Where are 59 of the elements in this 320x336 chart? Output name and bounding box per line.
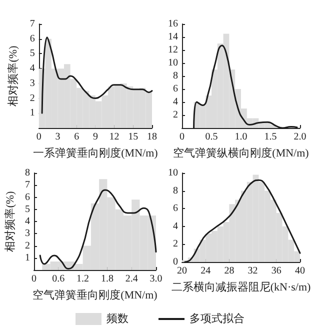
y-axis-title: 相对频率(%) <box>4 190 16 252</box>
x-tick-label: 0.6 <box>52 274 65 284</box>
x-tick-label: 9 <box>92 132 98 142</box>
y-tick-label: 7 <box>30 18 35 30</box>
x-tick-label: 36 <box>271 266 282 276</box>
x-axis-title: 空气弹簧垂向刚度(MN/m) <box>32 288 158 302</box>
x-tick-label: 2.4 <box>125 274 138 284</box>
x-axis-title: 空气弹簧纵横向刚度(MN/m) <box>173 146 310 160</box>
y-tick-label: 2 <box>173 238 178 250</box>
y-tick-label: 1 <box>25 252 30 264</box>
x-tick-label: 24 <box>200 266 211 276</box>
x-tick-label: 1.2 <box>76 274 90 284</box>
x-tick-label: 1.8 <box>100 274 114 284</box>
y-tick-label: 4 <box>173 220 178 232</box>
x-tick-label: 40 <box>295 266 305 276</box>
x-tick-label: 1.5 <box>264 132 277 142</box>
legend-label: 频数 <box>106 313 128 325</box>
y-tick-label: 2 <box>30 92 35 104</box>
y-tick-label: 5 <box>30 48 35 60</box>
x-tick-label: 3.0 <box>150 274 162 284</box>
y-tick-label: 6 <box>173 84 178 94</box>
y-tick-label: 5 <box>25 204 30 215</box>
x-tick-label: 6 <box>74 132 80 142</box>
x-tick-label: 28 <box>224 266 234 276</box>
y-tick-label: 2 <box>173 110 178 120</box>
y-tick-label: 3 <box>30 78 35 89</box>
y-tick-label: 8 <box>173 185 178 196</box>
y-tick-label: 3 <box>25 228 30 240</box>
y-axis-title: 相对频率(%) <box>6 45 20 106</box>
y-tick-label: 6 <box>25 192 30 203</box>
x-axis-title: 二系横向减振器阻尼(kN·s/m) <box>171 280 311 294</box>
y-tick-label: 6 <box>30 33 35 44</box>
x-tick-label: 32 <box>248 266 258 276</box>
y-tick-label: 10 <box>168 58 178 68</box>
y-tick-label: 12 <box>168 44 178 56</box>
x-tick-label: 1.0 <box>234 132 248 142</box>
x-tick-label: 2.0 <box>294 132 306 142</box>
legend-label: 多项式拟合 <box>190 312 244 325</box>
y-tick-label: 7 <box>25 180 30 191</box>
x-tick-label: 20 <box>177 266 187 276</box>
y-tick-label: 6 <box>173 203 178 214</box>
line-series <box>41 36 153 114</box>
y-tick-label: 10 <box>168 168 178 178</box>
x-tick-label: 3 <box>55 132 60 142</box>
x-tick-label: 15 <box>128 132 138 142</box>
x-axis-title: 一系弹簧垂向刚度(MN/m) <box>33 146 158 160</box>
y-tick-label: 8 <box>25 168 30 178</box>
y-tick-label: 8 <box>173 70 178 82</box>
y-tick-label: 0 <box>173 256 178 268</box>
y-tick-label: 14 <box>168 32 178 42</box>
y-tick-label: 1 <box>30 108 35 119</box>
y-tick-label: 4 <box>173 96 178 108</box>
y-tick-label: 4 <box>25 216 30 227</box>
y-tick-label: 16 <box>168 18 178 30</box>
y-tick-label: 2 <box>25 240 30 252</box>
x-tick-label: 0.5 <box>205 132 218 142</box>
x-tick-label: 18 <box>147 132 157 142</box>
x-tick-label: 12 <box>109 132 120 142</box>
y-tick-label: 4 <box>30 63 35 74</box>
